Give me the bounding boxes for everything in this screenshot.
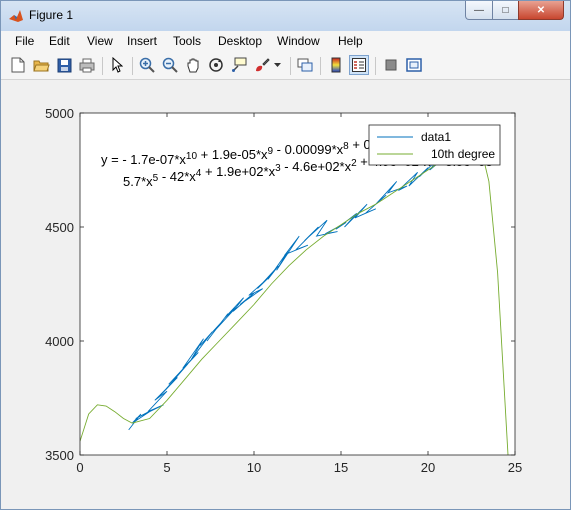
minimize-button[interactable]: —	[465, 1, 493, 20]
zoom-in-icon[interactable]	[138, 56, 156, 74]
save-icon[interactable]	[55, 56, 73, 74]
x-tick-label: 5	[163, 460, 170, 475]
matlab-logo-icon	[9, 10, 23, 22]
axes-background	[80, 113, 515, 455]
x-tick-label: 20	[421, 460, 435, 475]
menu-bar: File Edit View Insert Tools Desktop Wind…	[1, 31, 570, 75]
menu-window[interactable]: Window	[277, 34, 320, 48]
figure-canvas[interactable]: 0 5 10 15 20 25 3500 4000 4500 5000 y = - 1.7e-07*…	[6, 80, 566, 507]
y-tick-label: 4000	[45, 334, 74, 349]
figure-toolbar	[1, 52, 570, 80]
x-tick-label: 25	[508, 460, 522, 475]
menu-insert[interactable]: Insert	[127, 34, 158, 48]
zoom-out-icon[interactable]	[161, 56, 179, 74]
axes-box	[79, 112, 516, 456]
show-plot-tools-icon[interactable]	[405, 56, 423, 74]
x-tick-label: 0	[76, 460, 83, 475]
print-icon[interactable]	[78, 56, 96, 74]
y-tick-label: 5000	[45, 106, 74, 121]
x-tick-label: 10	[247, 460, 261, 475]
legend-icon[interactable]	[349, 55, 369, 75]
rotate-3d-icon[interactable]	[207, 56, 225, 74]
new-figure-icon[interactable]	[9, 56, 27, 74]
title-bar[interactable]: Figure 1 — □ ✕	[1, 1, 570, 32]
menu-edit[interactable]: Edit	[49, 34, 70, 48]
menu-view[interactable]: View	[87, 34, 113, 48]
brush-icon[interactable]	[253, 56, 271, 74]
colorbar-icon[interactable]	[327, 56, 345, 74]
y-tick-label: 3500	[45, 448, 74, 463]
legend-label-data1: data1	[421, 130, 451, 144]
maximize-button[interactable]: □	[492, 1, 519, 20]
open-file-icon[interactable]	[32, 56, 50, 74]
brush-dropdown-icon[interactable]	[272, 56, 282, 74]
menu-tools[interactable]: Tools	[173, 34, 202, 48]
menu-desktop[interactable]: Desktop	[218, 34, 263, 48]
window-title: Figure 1	[29, 8, 74, 22]
y-tick-label: 4500	[45, 220, 74, 235]
pointer-icon[interactable]	[108, 56, 126, 74]
legend-box	[368, 124, 501, 166]
menu-file[interactable]: File	[15, 34, 35, 48]
pan-icon[interactable]	[184, 56, 202, 74]
hide-plot-tools-icon[interactable]	[382, 56, 400, 74]
data-cursor-icon[interactable]	[230, 56, 248, 74]
series-line-data1	[128, 135, 474, 431]
menu-help[interactable]: Help	[338, 34, 363, 48]
close-button[interactable]: ✕	[518, 1, 564, 20]
link-plot-icon[interactable]	[296, 56, 314, 74]
legend-label-fit: 10th degree	[431, 147, 495, 161]
x-tick-label: 15	[334, 460, 348, 475]
